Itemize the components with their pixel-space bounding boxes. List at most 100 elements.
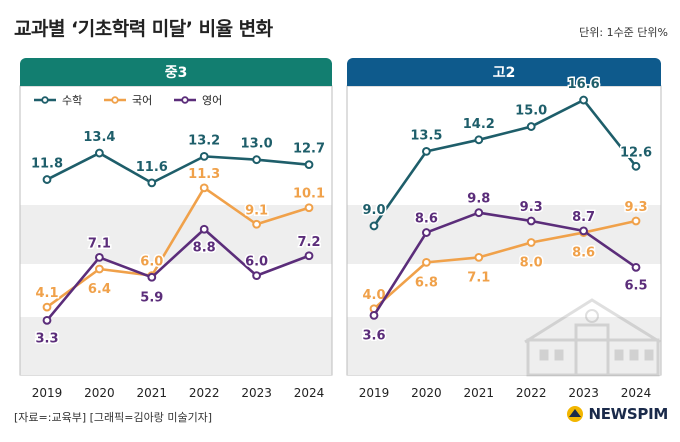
- chart-middle-school: 중3 2019 2020 2021 2022 2023 2024 수학 국어 영어 4.1 6.4 6.…: [19, 58, 333, 400]
- school-building-icon: [524, 298, 661, 377]
- newspim-logo-icon: [567, 406, 584, 422]
- data-point-math: [252, 155, 262, 165]
- data-label-english: 6.5: [624, 278, 647, 293]
- grid-band: [347, 205, 661, 264]
- data-point-math: [147, 178, 157, 188]
- data-point-korean: [526, 238, 536, 247]
- data-label-english: 8.8: [193, 240, 216, 255]
- series-line-math: [372, 98, 638, 227]
- panel-title: 고2: [493, 65, 516, 81]
- data-label-math: 15.0: [515, 104, 547, 119]
- data-label-korean: 7.1: [467, 270, 490, 285]
- series-line-math: [46, 151, 310, 185]
- data-label-korean: 8.0: [520, 256, 543, 271]
- panel-header-base: [20, 78, 332, 86]
- series-line-english: [372, 211, 637, 317]
- data-point-english: [304, 251, 314, 261]
- data-point-math: [474, 135, 484, 145]
- grid-band: [20, 317, 332, 375]
- data-label-english: 7.1: [88, 236, 111, 251]
- series-line-korean: [46, 186, 310, 309]
- x-tick-label: 2024: [294, 386, 325, 400]
- x-tick-label: 2021: [464, 386, 495, 400]
- data-point-math: [199, 151, 209, 161]
- school-window: [629, 349, 639, 361]
- x-tick-label: 2021: [137, 386, 168, 400]
- data-point-math: [631, 161, 641, 171]
- school-wall: [526, 338, 660, 377]
- legend-marker: [41, 96, 49, 104]
- source-credit: [자료=:교육부] [그래픽=김아랑 미술기자]: [14, 411, 213, 424]
- data-point-english: [147, 272, 157, 282]
- data-point-korean: [631, 216, 641, 226]
- data-point-math: [526, 122, 536, 131]
- school-roof: [524, 298, 661, 344]
- x-tick-label: 2020: [411, 386, 442, 400]
- data-point-english: [422, 228, 431, 237]
- data-label-english: 9.8: [467, 192, 490, 207]
- legend-label: 수학: [62, 94, 82, 107]
- data-label-math: 9.0: [362, 203, 385, 218]
- grid-band: [347, 317, 661, 375]
- school-window: [644, 349, 654, 361]
- data-label-korean: 6.4: [88, 282, 111, 297]
- data-label-math: 13.0: [241, 137, 273, 152]
- brand-name: NEWSPIM: [588, 405, 668, 423]
- data-point-english: [42, 315, 52, 325]
- data-label-english: 8.6: [415, 212, 438, 227]
- data-label-math: 13.5: [410, 128, 442, 143]
- data-label-english: 3.6: [362, 328, 385, 343]
- data-label-korean: 11.3: [188, 167, 220, 182]
- data-point-korean: [199, 183, 209, 193]
- data-point-math: [95, 148, 104, 158]
- data-label-math: 12.7: [293, 142, 325, 157]
- data-label-math: 16.6: [568, 77, 600, 92]
- data-label-english: 3.3: [35, 331, 58, 346]
- data-label-korean: 4.1: [35, 286, 58, 301]
- series-line-korean: [373, 219, 637, 310]
- school-window: [614, 349, 624, 361]
- school-window: [554, 349, 564, 361]
- data-label-math: 14.2: [463, 117, 495, 132]
- data-point-korean: [474, 253, 484, 262]
- series-line-english: [46, 227, 310, 322]
- unit-label: 단위: 1수준 단위%: [579, 26, 668, 39]
- data-point-math: [579, 95, 588, 105]
- data-point-korean: [95, 264, 104, 274]
- chart-high-school: 고2 2019 2020 2021 2022 2023 2024 4.0 6.8 7.1 8.0 8.…: [346, 58, 662, 400]
- legend-label: 영어: [202, 94, 222, 107]
- data-label-korean: 4.0: [362, 288, 385, 303]
- school-tower: [574, 323, 610, 377]
- x-tick-label: 2019: [32, 386, 63, 400]
- legend-marker: [111, 96, 119, 104]
- data-point-math: [369, 221, 379, 231]
- data-label-math: 11.6: [136, 160, 168, 175]
- data-point-korean: [42, 302, 52, 312]
- panel-title: 중3: [165, 65, 188, 81]
- data-label-english: 9.3: [520, 200, 543, 215]
- data-label-english: 6.0: [245, 255, 268, 270]
- data-point-english: [631, 262, 641, 272]
- data-point-english: [579, 226, 588, 236]
- data-point-korean: [422, 257, 431, 267]
- legend-label: 국어: [132, 94, 152, 107]
- data-label-korean: 10.1: [293, 187, 325, 202]
- data-label-korean: 6.0: [140, 255, 163, 270]
- x-tick-label: 2023: [568, 386, 599, 400]
- data-point-math: [422, 147, 431, 156]
- data-label-math: 11.8: [31, 157, 63, 172]
- data-point-english: [252, 271, 262, 281]
- data-label-english: 7.2: [297, 235, 320, 250]
- data-label-english: 5.9: [140, 290, 163, 305]
- data-label-math: 13.4: [83, 130, 115, 145]
- school-clock: [585, 309, 599, 323]
- brand-logo: NEWSPIM: [566, 405, 668, 423]
- data-label-korean: 9.1: [245, 203, 268, 218]
- data-point-english: [474, 208, 484, 218]
- data-point-english: [199, 224, 209, 234]
- x-tick-label: 2022: [516, 386, 547, 400]
- data-label-korean: 9.3: [624, 200, 647, 215]
- x-tick-label: 2020: [84, 386, 115, 400]
- panel-header-base: [347, 78, 661, 86]
